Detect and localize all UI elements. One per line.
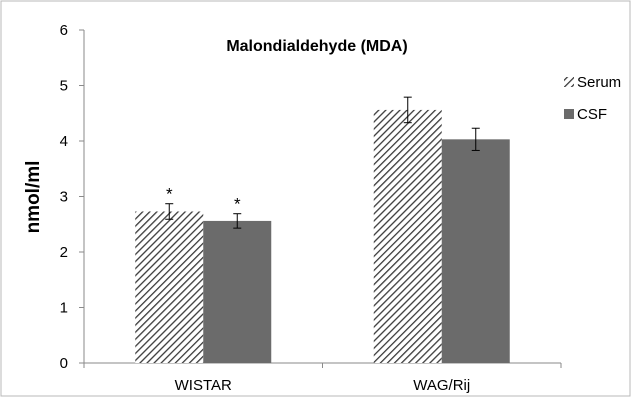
y-tick-label: 1	[60, 300, 68, 317]
y-tick-label: 0	[60, 355, 68, 372]
y-tick-label: 3	[60, 189, 68, 206]
bar-csf-wistar	[203, 220, 272, 363]
legend-label-serum: Serum	[577, 74, 621, 91]
bar-serum-wistar	[135, 211, 204, 363]
plot-area: 0 1 2 3 4 5 6 * * WISTAR WAG/Rij	[60, 22, 562, 394]
y-tick-label: 6	[60, 22, 68, 39]
legend-swatch-serum	[564, 77, 574, 87]
y-tick-label: 2	[60, 244, 68, 261]
y-tick-label: 4	[60, 133, 68, 150]
significance-marker: *	[234, 195, 241, 214]
bar-serum-wag-rij	[373, 109, 442, 363]
significance-marker: *	[166, 185, 173, 204]
x-category-label: WAG/Rij	[413, 377, 470, 394]
legend: Serum CSF	[564, 74, 621, 123]
legend-label-csf: CSF	[577, 106, 607, 123]
chart-title: Malondialdehyde (MDA)	[226, 38, 407, 55]
legend-swatch-csf	[564, 109, 574, 119]
y-axis-label: nmol/ml	[23, 161, 44, 234]
bar-csf-wag-rij	[441, 139, 510, 363]
y-tick-label: 5	[60, 78, 68, 95]
x-category-label: WISTAR	[175, 377, 232, 394]
